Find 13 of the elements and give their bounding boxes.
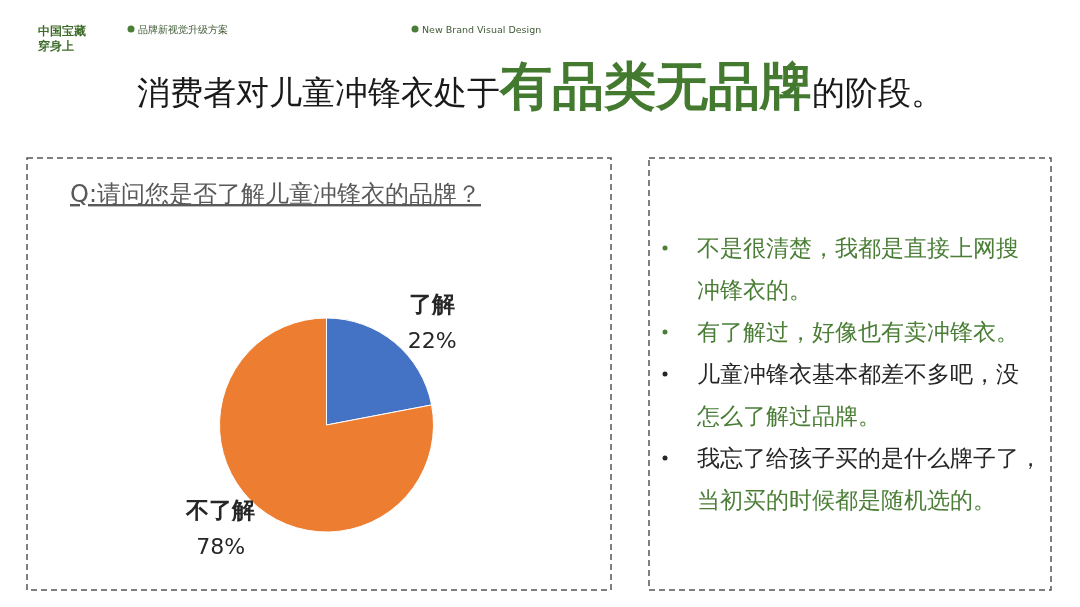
data-label: 22% [407, 327, 457, 353]
text: 有了解过，好像也有卖冲锋衣。 [697, 319, 1019, 346]
slice-label: 了解 [409, 290, 456, 317]
text: 不是很清楚，我都是直接上网搜冲锋衣的。 [697, 235, 1019, 304]
slice-label: 不了解 [185, 497, 256, 524]
chart-title: 消费者对儿童冲锋衣处于有品类无品牌的阶段。 [136, 56, 944, 116]
text: New Brand Visual Design [422, 23, 542, 35]
text: 我忘了给孩子买的是什么牌子了，当初买的时候都是随机选的。 [697, 445, 1042, 514]
chart-subtitle: Q:请问您是否了解儿童冲锋衣的品牌？ [70, 180, 481, 208]
data-label: 78% [196, 534, 246, 560]
text: 中国宝藏穿身上 [38, 24, 86, 53]
text: 品牌新视觉升级方案 [138, 23, 228, 35]
text: 儿童冲锋衣基本都差不多吧，没怎么了解过品牌。 [696, 361, 1019, 430]
